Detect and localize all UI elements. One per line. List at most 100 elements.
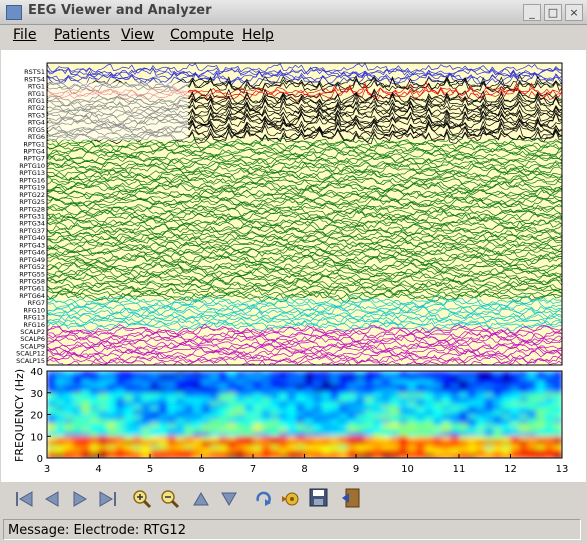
channel-label[interactable]: RPTG7	[23, 155, 45, 163]
channel-label[interactable]: RTG3	[28, 111, 45, 119]
channel-label[interactable]: RPTG1	[23, 140, 45, 148]
channel-label[interactable]: RPTG64	[19, 292, 45, 300]
channel-label[interactable]: RTG1	[28, 83, 45, 91]
eeg-trace	[47, 63, 562, 76]
eeg-trace	[47, 69, 562, 85]
channel-label[interactable]: RPTG13	[19, 169, 45, 177]
channel-label[interactable]: RFG13	[23, 314, 45, 322]
channel-label[interactable]: RTG1	[28, 97, 45, 105]
refresh-icon[interactable]	[256, 491, 271, 506]
channel-label[interactable]: RPTG52	[19, 263, 45, 271]
zoom-out-icon[interactable]	[161, 490, 180, 509]
eeg-trace	[47, 275, 562, 287]
channel-label[interactable]: RPTG43	[19, 241, 45, 249]
eeg-trace	[47, 325, 562, 338]
channel-label[interactable]: RPTG31	[19, 213, 45, 221]
x-tick-label: 3	[44, 464, 50, 475]
up-icon[interactable]	[193, 492, 209, 506]
maximize-button[interactable]: □	[544, 4, 562, 21]
eeg-figure: RSTS1RSTS4RTG1RTG1RTG1RTG2RTG3RTG4RTG5RT…	[13, 62, 569, 475]
channel-label[interactable]: RPTG25	[19, 198, 45, 206]
menu-compute[interactable]: Compute	[170, 27, 234, 43]
eeg-trace	[47, 153, 562, 167]
eeg-trace	[47, 354, 562, 365]
eeg-trace	[47, 346, 562, 359]
menu-help[interactable]: Help	[242, 27, 274, 43]
channel-label[interactable]: RPTG61	[19, 285, 45, 293]
eeg-trace	[47, 218, 562, 231]
channel-label[interactable]: RPTG40	[19, 234, 45, 242]
first-icon[interactable]	[16, 491, 33, 507]
save-icon[interactable]	[309, 488, 328, 507]
channel-label[interactable]: SCALP15	[16, 357, 45, 365]
eeg-trace	[47, 193, 562, 206]
eeg-trace	[47, 331, 562, 344]
channel-label[interactable]: RPTG4	[23, 148, 45, 156]
channel-label[interactable]: RTG6	[28, 133, 45, 141]
spectrogram-ytick-label: 40	[30, 367, 43, 378]
channel-label[interactable]: SCALP12	[16, 350, 45, 358]
close-button[interactable]: ×	[565, 4, 583, 21]
channel-label[interactable]: RPTG19	[19, 184, 45, 192]
channel-label[interactable]: RFG16	[23, 321, 45, 329]
channel-label[interactable]: RPTG22	[19, 191, 45, 199]
channel-label[interactable]: RPTG10	[19, 162, 45, 170]
eeg-trace	[47, 233, 562, 246]
eeg-trace	[47, 348, 562, 361]
plot-area: RSTS1 RSTS4 RTG1 RTG1 RTG1 RTG2 RTG3 RTG4 RTG5 RT…	[1, 50, 586, 482]
eeg-trace	[47, 253, 562, 266]
app-icon	[6, 5, 22, 20]
status-bar: Message: Electrode: RTG12	[3, 519, 581, 540]
channel-label[interactable]: RPTG34	[19, 220, 45, 228]
eeg-trace	[47, 240, 562, 253]
eeg-trace	[47, 323, 562, 335]
x-tick-label: 4	[95, 464, 101, 475]
x-tick-label: 9	[353, 464, 359, 475]
x-tick-label: 12	[504, 464, 517, 475]
channel-label[interactable]: RSTS4	[24, 75, 45, 83]
eeg-trace	[47, 161, 562, 174]
minimize-button[interactable]: _	[523, 4, 541, 21]
spectrogram[interactable]	[46, 370, 563, 459]
channel-label[interactable]: SCALP2	[20, 328, 45, 336]
x-tick-label: 13	[556, 464, 569, 475]
menu-view[interactable]: View	[121, 27, 155, 43]
eeg-trace	[47, 244, 562, 257]
eeg-trace	[47, 202, 562, 215]
channel-label[interactable]: RPTG28	[19, 205, 45, 213]
title-bar: EEG Viewer and Analyzer _ □ ×	[0, 0, 587, 25]
settings-icon[interactable]	[282, 492, 299, 506]
channel-label[interactable]: RPTG37	[19, 227, 45, 235]
channel-label[interactable]: RPTG16	[19, 176, 45, 184]
eeg-trace	[47, 190, 562, 203]
eeg-trace	[47, 352, 562, 364]
menu-file[interactable]: File	[13, 27, 37, 43]
exit-icon[interactable]	[342, 488, 360, 508]
channel-label[interactable]: RPTG58	[19, 277, 45, 285]
channel-label[interactable]: RSTS1	[24, 68, 45, 76]
x-tick-label: 8	[301, 464, 307, 475]
channel-label[interactable]: SCALP6	[20, 335, 45, 343]
channel-label[interactable]: RTG1	[28, 90, 45, 98]
eeg-trace	[47, 145, 562, 158]
channel-label[interactable]: RPTG49	[19, 256, 45, 264]
x-tick-label: 5	[147, 464, 153, 475]
channel-label[interactable]: RFG10	[23, 306, 45, 314]
eeg-trace	[47, 283, 562, 296]
channel-label[interactable]: RPTG46	[19, 249, 45, 257]
menu-patients[interactable]: Patients	[54, 27, 111, 43]
zoom-in-icon[interactable]	[133, 490, 152, 509]
eeg-trace	[47, 320, 562, 332]
next-icon[interactable]	[73, 491, 87, 507]
channel-label[interactable]: RTG4	[28, 119, 45, 127]
channel-label[interactable]: SCALP9	[20, 342, 45, 350]
eeg-trace	[47, 262, 562, 275]
toolbar	[0, 484, 587, 514]
prev-icon[interactable]	[45, 491, 59, 507]
channel-label[interactable]: RFG7	[28, 299, 45, 307]
last-icon[interactable]	[99, 491, 116, 507]
channel-label[interactable]: RPTG55	[19, 270, 45, 278]
channel-label[interactable]: RTG2	[28, 104, 45, 112]
down-icon[interactable]	[221, 492, 237, 506]
channel-label[interactable]: RTG5	[28, 126, 45, 134]
